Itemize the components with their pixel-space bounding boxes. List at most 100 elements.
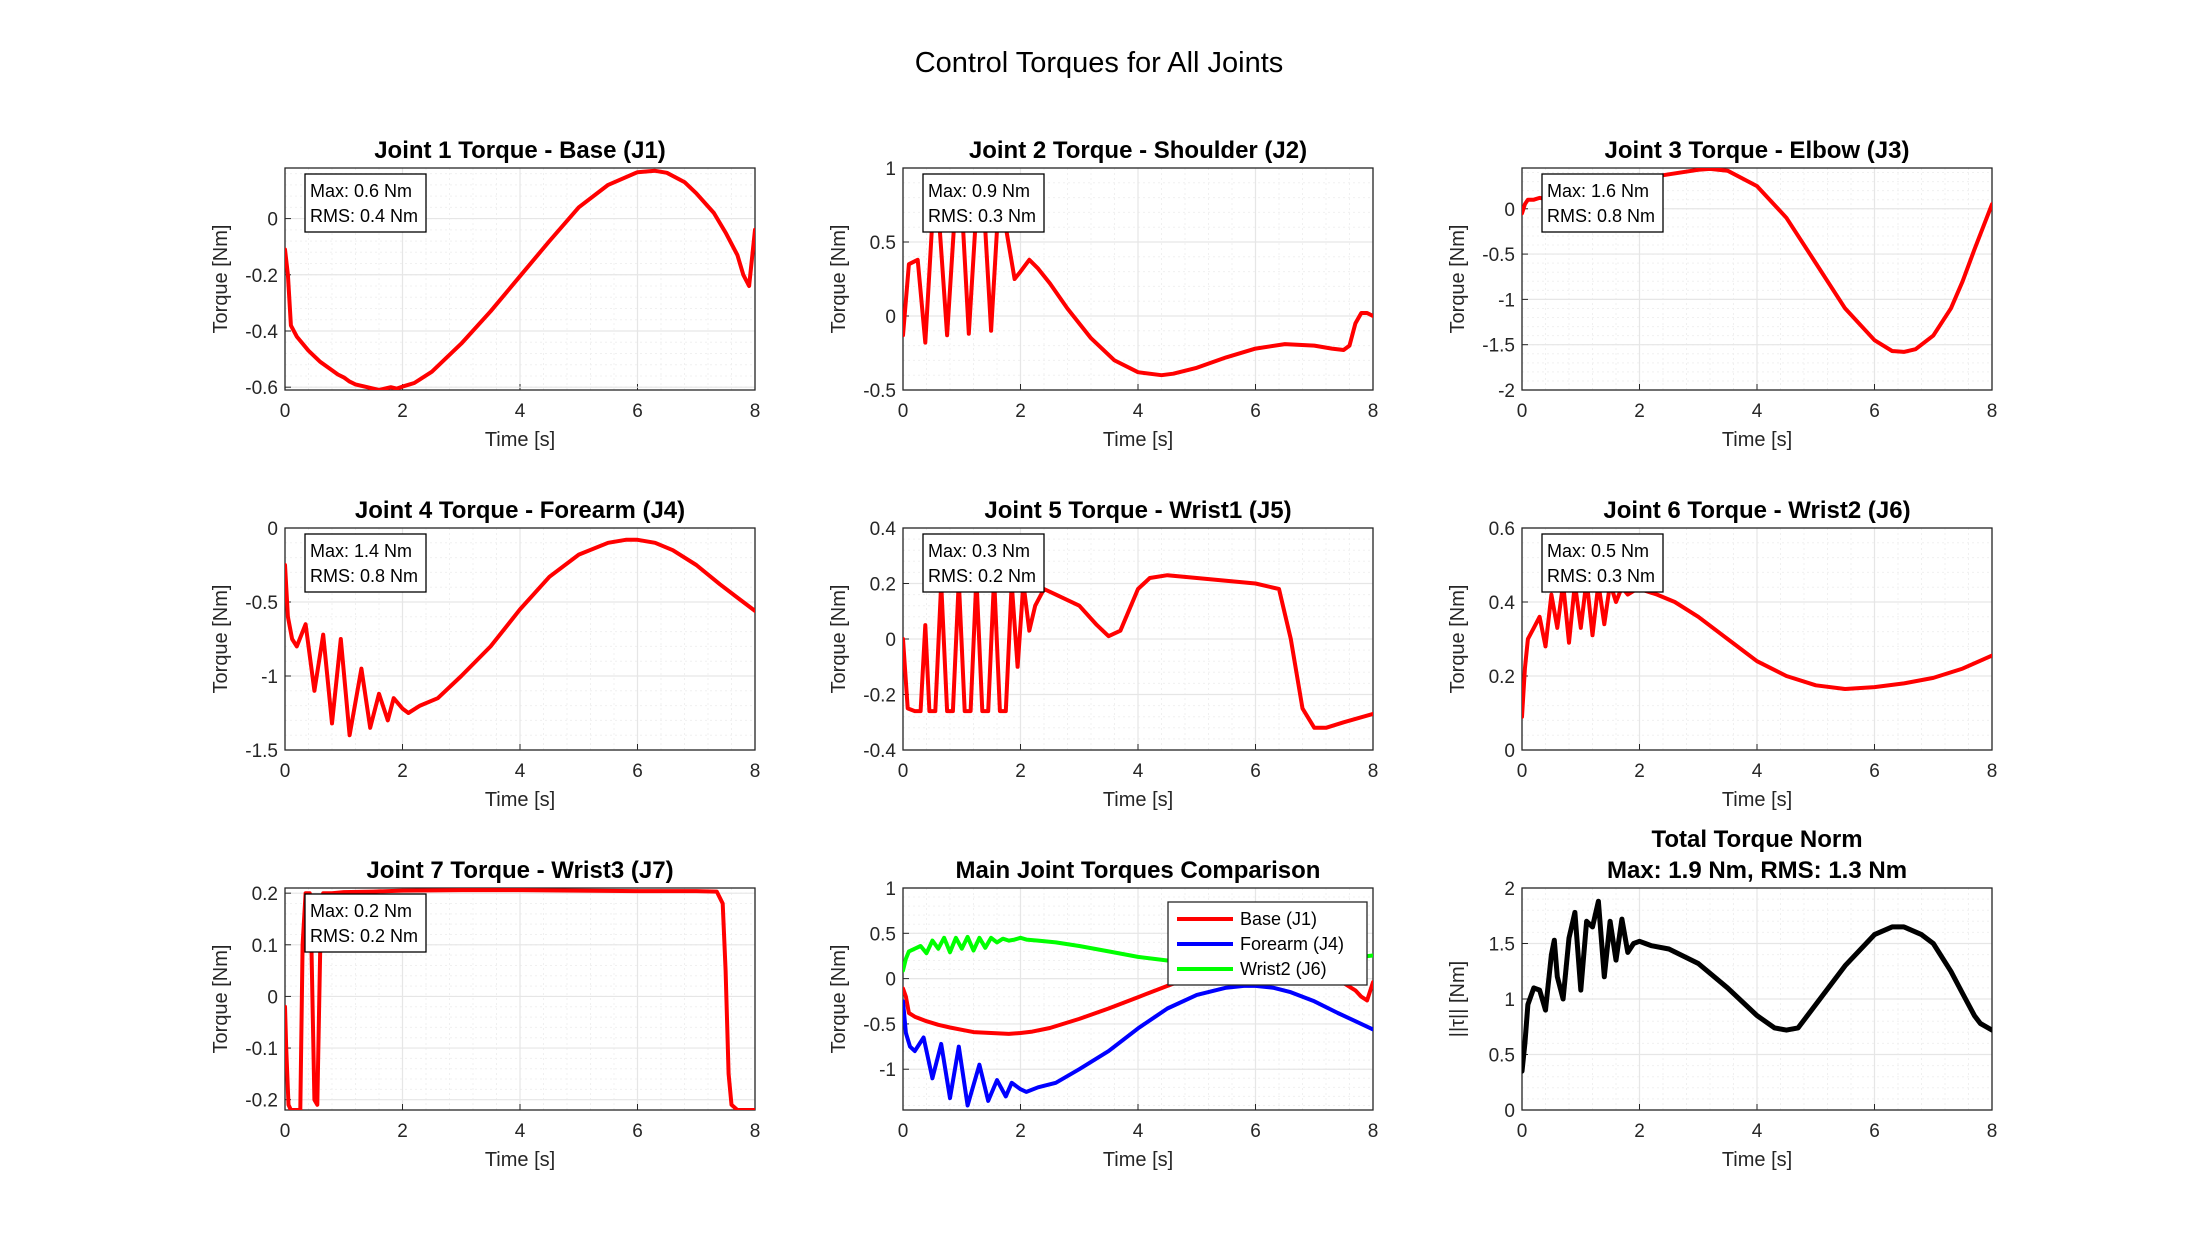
axes-box [1521, 527, 1993, 751]
subplot-title: Joint 1 Torque - Base (J1) [374, 137, 666, 164]
y-tick-label: -0.4 [863, 741, 896, 762]
axes-box [284, 167, 756, 391]
x-tick-label: 4 [1133, 401, 1144, 422]
subplot-1: 0 2 4 6 8 -0.6 -0.4 -0.2 0 Joint 1 Torque - Base … [210, 137, 760, 451]
series-line-2 [903, 983, 1373, 1108]
stats-annotation-text: RMS: 0.2 Nm [928, 566, 1036, 586]
y-tick-label: 0 [885, 970, 896, 991]
y-axis-label: ||τ|| [Nm] [1447, 961, 1469, 1037]
y-tick-label: 0 [267, 210, 278, 231]
y-tick-label: -1 [879, 1060, 896, 1081]
stats-annotation-text: RMS: 0.8 Nm [1547, 206, 1655, 226]
stats-annotation-box [304, 173, 427, 233]
x-axis-label: Time [s] [485, 429, 555, 451]
series-line-1 [285, 168, 755, 390]
stats-annotation-text: Max: 0.9 Nm [928, 181, 1030, 201]
stats-annotation-text: Max: 0.6 Nm [310, 181, 412, 201]
series-line-1 [1522, 577, 1992, 719]
y-tick-label: -0.5 [863, 381, 896, 402]
y-tick-label: -0.5 [863, 1015, 896, 1036]
y-axis-label: Torque [Nm] [828, 225, 850, 334]
axes-box [284, 887, 756, 1111]
x-tick-label: 0 [898, 761, 909, 782]
subplot-title: Max: 1.9 Nm, RMS: 1.3 Nm [1607, 857, 1907, 884]
y-tick-label: -0.2 [245, 266, 278, 287]
x-tick-label: 4 [1752, 401, 1763, 422]
x-tick-label: 4 [1752, 1121, 1763, 1142]
stats-annotation-text: Max: 0.3 Nm [928, 541, 1030, 561]
y-tick-label: 0 [1504, 741, 1515, 762]
x-tick-label: 8 [1987, 1121, 1998, 1142]
y-tick-label: -1 [1498, 290, 1515, 311]
y-tick-label: -0.5 [245, 593, 278, 614]
x-tick-label: 0 [1517, 401, 1528, 422]
y-tick-label: 0 [267, 987, 278, 1008]
x-tick-label: 6 [1250, 761, 1261, 782]
x-axis-label: Time [s] [1103, 789, 1173, 811]
x-tick-label: 2 [397, 761, 408, 782]
subplot-8: 0 2 4 6 8 -1 -0.5 0 0.5 1 Main Joint Torques Compa… [828, 857, 1378, 1171]
y-tick-label: 0 [885, 307, 896, 328]
subplot-5: 0 2 4 6 8 -0.4 -0.2 0 0.2 0.4 Joint 5 Torque - Wri… [828, 497, 1378, 811]
series-line-1 [903, 203, 1373, 378]
y-axis-label: Torque [Nm] [210, 225, 232, 334]
x-axis-label: Time [s] [1722, 1149, 1792, 1171]
y-tick-label: 0.1 [252, 936, 278, 957]
x-tick-label: 4 [515, 1121, 526, 1142]
x-tick-label: 8 [1368, 1121, 1379, 1142]
y-axis-label: Torque [Nm] [210, 585, 232, 694]
series-line-1 [285, 537, 755, 738]
x-tick-label: 8 [750, 401, 761, 422]
x-axis-label: Time [s] [485, 789, 555, 811]
y-tick-label: 0.4 [870, 519, 897, 540]
x-tick-label: 2 [1634, 761, 1645, 782]
y-tick-label: 0 [885, 630, 896, 651]
y-tick-label: 0.6 [1489, 519, 1515, 540]
x-tick-label: 4 [1752, 761, 1763, 782]
stats-annotation-box [304, 533, 427, 593]
x-tick-label: 6 [1869, 761, 1880, 782]
subplot-6: 0 2 4 6 8 0 0.2 0.4 0.6 Joint 6 Torque - Wrist2 (… [1447, 497, 1997, 811]
x-axis-label: Time [s] [1103, 429, 1173, 451]
subplot-title: Joint 2 Torque - Shoulder (J2) [969, 137, 1307, 164]
series-line-1 [285, 888, 755, 1110]
x-tick-label: 0 [898, 401, 909, 422]
x-tick-label: 0 [1517, 761, 1528, 782]
x-tick-label: 2 [1015, 401, 1026, 422]
subplot-title: Joint 4 Torque - Forearm (J4) [355, 497, 685, 524]
y-tick-label: 1 [885, 159, 896, 180]
y-tick-label: 0.5 [870, 233, 896, 254]
stats-annotation-box [1541, 173, 1664, 233]
x-tick-label: 6 [632, 1121, 643, 1142]
subplot-title: Joint 6 Torque - Wrist2 (J6) [1603, 497, 1910, 524]
x-tick-label: 2 [1634, 401, 1645, 422]
series-line-1 [1522, 898, 1992, 1074]
x-tick-label: 8 [1368, 401, 1379, 422]
stats-annotation-text: RMS: 0.8 Nm [310, 566, 418, 586]
stats-annotation-text: Max: 1.4 Nm [310, 541, 412, 561]
axes-box [1521, 887, 1993, 1111]
subplot-title: Joint 5 Torque - Wrist1 (J5) [984, 497, 1291, 524]
stats-annotation-box [304, 893, 427, 953]
x-tick-label: 0 [280, 761, 291, 782]
y-tick-label: 1 [1504, 990, 1515, 1011]
x-tick-label: 8 [750, 1121, 761, 1142]
legend-entry: Forearm (J4) [1240, 934, 1344, 954]
y-tick-label: 0.2 [1489, 667, 1515, 688]
y-tick-label: -0.2 [245, 1091, 278, 1112]
x-tick-label: 6 [1250, 1121, 1261, 1142]
axes-box [284, 527, 756, 751]
x-tick-label: 8 [1987, 761, 1998, 782]
y-tick-label: 0 [1504, 1101, 1515, 1122]
x-tick-label: 6 [1250, 401, 1261, 422]
y-tick-label: 0 [1504, 200, 1515, 221]
y-tick-label: 0.4 [1489, 593, 1516, 614]
stats-annotation-text: Max: 0.5 Nm [1547, 541, 1649, 561]
y-tick-label: 0.5 [1489, 1046, 1515, 1067]
x-tick-label: 4 [1133, 1121, 1144, 1142]
subplot-title: Joint 3 Torque - Elbow (J3) [1605, 137, 1910, 164]
x-tick-label: 2 [1015, 1121, 1026, 1142]
stats-annotation-text: RMS: 0.4 Nm [310, 206, 418, 226]
y-tick-label: 0.2 [252, 884, 278, 905]
